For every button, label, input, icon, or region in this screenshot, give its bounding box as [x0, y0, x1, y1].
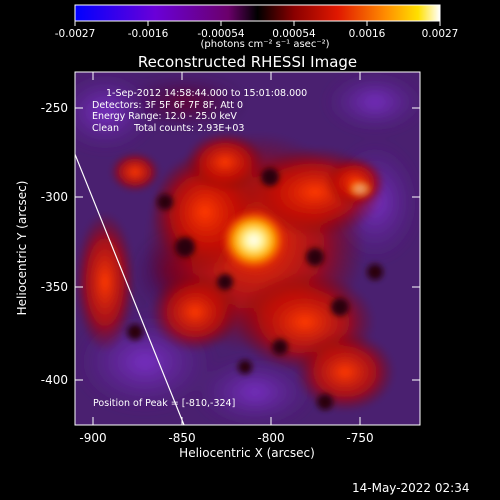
plot-title: Reconstructed RHESSI Image — [137, 53, 358, 71]
x-tick-label: -850 — [168, 431, 196, 445]
x-axis-label: Heliocentric X (arcsec) — [179, 446, 315, 460]
colorbar-units: (photons cm⁻² s⁻¹ asec⁻²) — [200, 39, 330, 50]
colorbar — [74, 4, 441, 26]
clean-counts: Clean Total counts: 2.93E+03 — [92, 122, 245, 134]
energy-range: Energy Range: 12.0 - 25.0 keV — [92, 111, 237, 122]
colorbar-tick-label: -0.00054 — [197, 28, 245, 40]
y-axis-label: Heliocentric Y (arcsec) — [15, 180, 29, 316]
rhessi-image — [75, 72, 420, 425]
x-tick-label: -750 — [346, 431, 374, 445]
colorbar-tick-label: 0.0027 — [421, 28, 459, 40]
flare-core — [219, 208, 288, 273]
y-tick-label: -250 — [40, 101, 68, 115]
solar-limb-line — [75, 154, 185, 425]
colorbar-tick-label: 0.0016 — [348, 28, 386, 40]
timestamp: 14-May-2022 02:34 — [352, 481, 470, 495]
x-tick-label: -800 — [257, 431, 285, 445]
y-tick-label: -350 — [40, 280, 68, 294]
colorbar-tick-label: 0.00054 — [272, 28, 316, 40]
observation-info: 1-Sep-2012 14:58:44.000 to 15:01:08.000 … — [92, 88, 307, 134]
y-tick-label: -300 — [40, 190, 68, 204]
x-tick-label: -900 — [79, 431, 107, 445]
colorbar-gradient — [74, 4, 441, 22]
time-range: 1-Sep-2012 14:58:44.000 to 15:01:08.000 — [106, 88, 308, 99]
colorbar-tick-label: -0.0016 — [127, 28, 169, 40]
colorbar-tick-label: -0.0027 — [54, 28, 96, 40]
y-tick-label: -400 — [40, 373, 68, 387]
detectors-info: Detectors: 3F 5F 6F 7F 8F, Att 0 — [92, 99, 244, 111]
peak-position-label: Position of Peak = [-810,-324] — [93, 398, 236, 409]
